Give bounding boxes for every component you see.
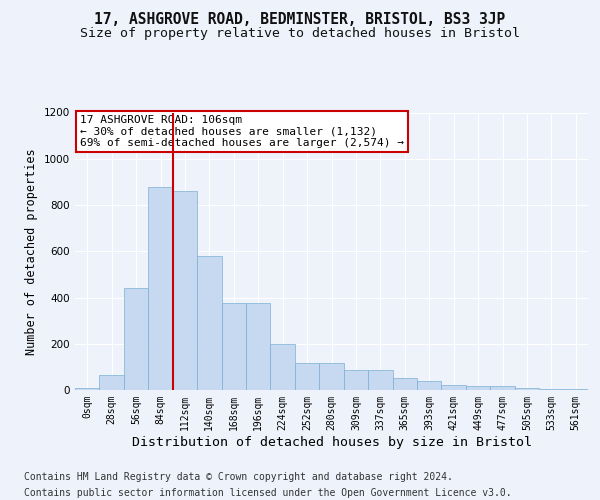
Bar xyxy=(295,364,319,390)
Text: Contains HM Land Registry data © Crown copyright and database right 2024.: Contains HM Land Registry data © Crown c… xyxy=(24,472,453,482)
Bar xyxy=(466,386,490,390)
Bar xyxy=(197,256,221,390)
Bar xyxy=(368,370,392,390)
Bar xyxy=(221,304,246,390)
Bar xyxy=(344,370,368,390)
X-axis label: Distribution of detached houses by size in Bristol: Distribution of detached houses by size … xyxy=(131,436,532,448)
Bar xyxy=(392,378,417,390)
Y-axis label: Number of detached properties: Number of detached properties xyxy=(25,148,38,354)
Bar xyxy=(490,386,515,390)
Bar xyxy=(271,344,295,390)
Bar xyxy=(173,191,197,390)
Text: Size of property relative to detached houses in Bristol: Size of property relative to detached ho… xyxy=(80,28,520,40)
Bar xyxy=(246,304,271,390)
Bar xyxy=(124,288,148,390)
Bar xyxy=(319,364,344,390)
Bar xyxy=(442,385,466,390)
Bar xyxy=(417,381,442,390)
Bar xyxy=(75,388,100,390)
Bar xyxy=(515,388,539,390)
Text: 17 ASHGROVE ROAD: 106sqm
← 30% of detached houses are smaller (1,132)
69% of sem: 17 ASHGROVE ROAD: 106sqm ← 30% of detach… xyxy=(80,116,404,148)
Text: Contains public sector information licensed under the Open Government Licence v3: Contains public sector information licen… xyxy=(24,488,512,498)
Bar xyxy=(148,186,173,390)
Text: 17, ASHGROVE ROAD, BEDMINSTER, BRISTOL, BS3 3JP: 17, ASHGROVE ROAD, BEDMINSTER, BRISTOL, … xyxy=(94,12,506,28)
Bar xyxy=(100,375,124,390)
